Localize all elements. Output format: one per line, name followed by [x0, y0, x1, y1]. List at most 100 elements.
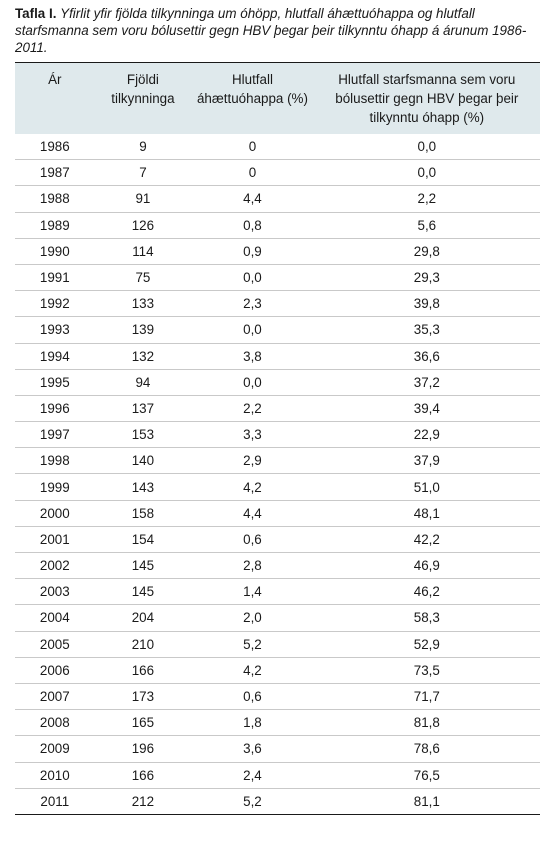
- cell-vaccinated-ratio: 81,8: [313, 709, 540, 736]
- cell-year: 1999: [15, 473, 95, 501]
- cell-vaccinated-ratio: 37,9: [313, 447, 540, 474]
- table-row: 1989 126 0,8 5,6: [15, 211, 540, 239]
- cell-risk-incident-ratio: 0,8: [191, 211, 314, 239]
- table-row: 2007 173 0,6 71,7: [15, 682, 540, 710]
- cell-risk-incident-ratio: 1,4: [191, 578, 314, 605]
- cell-report-count: 7: [94, 159, 192, 186]
- cell-year: 1990: [15, 237, 95, 265]
- cell-year: 2004: [15, 604, 95, 632]
- cell-report-count: 196: [94, 735, 192, 762]
- cell-risk-incident-ratio: 0: [248, 139, 257, 155]
- cell-vaccinated-ratio: 71,7: [313, 682, 540, 710]
- table-row: 1994 132 3,8 36,6: [15, 342, 540, 370]
- cell-report-count: 139: [94, 316, 192, 343]
- cell-report-count: 204: [94, 604, 192, 632]
- cell-year: 2001: [15, 525, 95, 553]
- cell-vaccinated-ratio: 51,0: [313, 473, 540, 501]
- cell-risk-incident-ratio: 3,8: [191, 342, 314, 370]
- cell-year: 1991: [15, 263, 95, 291]
- table-row: 2005 210 5,2 52,9: [15, 630, 540, 658]
- table-row: 1991 75 0,0 29,3: [15, 263, 540, 291]
- cell-year: 2010: [15, 761, 95, 789]
- table-header: Ár Fjöldi tilkynninga Hlutfall áhættuóha…: [15, 62, 540, 134]
- cell-vaccinated-ratio: 48,1: [313, 499, 540, 527]
- table-row: 2008 165 1,8 81,8: [15, 709, 540, 736]
- cell-report-count: 143: [94, 473, 192, 501]
- cell-vaccinated-ratio: 76,5: [313, 761, 540, 789]
- table-row: 1997 153 3,3 22,9: [15, 421, 540, 448]
- cell-risk-incident-ratio: 4,2: [191, 656, 314, 684]
- cell-report-count: 114: [94, 237, 192, 265]
- cell-risk-incident-ratio: 0,6: [191, 682, 314, 710]
- header-report-count: Fjöldi tilkynninga: [94, 62, 192, 134]
- cell-vaccinated-ratio: 0,0: [313, 159, 540, 186]
- cell-year: 2009: [15, 735, 95, 762]
- cell-year: 2007: [15, 682, 95, 710]
- cell-risk-incident-ratio: 0,9: [191, 237, 314, 265]
- cell-vaccinated-ratio: 73,5: [313, 656, 540, 684]
- cell-year: 1998: [15, 447, 95, 474]
- cell-report-count: 153: [94, 421, 192, 448]
- cell-year: 2005: [15, 630, 95, 658]
- table-row: 1986 9 0 0,0: [15, 134, 540, 160]
- cell-report-count: 166: [94, 761, 192, 789]
- table-row: 2011 212 5,2 81,1: [15, 787, 540, 815]
- cell-report-count: 158: [94, 499, 192, 527]
- cell-year: 1992: [15, 290, 95, 317]
- cell-vaccinated-ratio: 29,3: [313, 263, 540, 291]
- cell-report-count: 166: [94, 656, 192, 684]
- caption-label: Tafla I.: [15, 6, 57, 21]
- cell-risk-incident-ratio: 5,2: [191, 630, 314, 658]
- cell-risk-incident-ratio: 4,2: [191, 473, 314, 501]
- table-row: 2009 196 3,6 78,6: [15, 735, 540, 762]
- header-vaccinated-ratio: Hlutfall starfsmanna sem voru bólusettir…: [313, 62, 540, 134]
- cell-year: 2000: [15, 499, 95, 527]
- table-row: 1993 139 0,0 35,3: [15, 316, 540, 343]
- table-row: 1998 140 2,9 37,9: [15, 447, 540, 474]
- cell-risk-incident-ratio: 4,4: [191, 499, 314, 527]
- cell-vaccinated-ratio: 39,4: [313, 394, 540, 422]
- cell-report-count: 133: [94, 290, 192, 317]
- cell-risk-incident-ratio: 2,8: [191, 551, 314, 579]
- cell-vaccinated-ratio: 81,1: [313, 787, 540, 815]
- table-caption: Tafla I. Yfirlit yfir fjölda tilkynninga…: [15, 5, 540, 56]
- cell-risk-incident-ratio: 1,8: [191, 709, 314, 736]
- cell-report-count: 132: [94, 342, 192, 370]
- cell-report-count: 140: [94, 447, 192, 474]
- cell-report-count: 154: [94, 525, 192, 553]
- cell-vaccinated-ratio: 36,6: [313, 342, 540, 370]
- cell-risk-incident-ratio: 2,0: [191, 604, 314, 632]
- cell-risk-incident-ratio: 4,4: [191, 185, 314, 213]
- cell-report-count: 145: [94, 551, 192, 579]
- cell-risk-incident-ratio: 0,6: [191, 525, 314, 553]
- cell-year: 1997: [15, 421, 95, 448]
- cell-risk-incident-ratio: 2,9: [191, 447, 314, 474]
- cell-vaccinated-ratio: 42,2: [313, 525, 540, 553]
- cell-risk-incident-ratio: 0,0: [191, 368, 314, 396]
- header-row: Ár Fjöldi tilkynninga Hlutfall áhættuóha…: [15, 62, 540, 134]
- cell-risk-incident-ratio: 2,4: [191, 761, 314, 789]
- cell-vaccinated-ratio: 39,8: [313, 290, 540, 317]
- cell-risk-incident-ratio: 2,2: [191, 394, 314, 422]
- table-row: 2002 145 2,8 46,9: [15, 551, 540, 579]
- cell-vaccinated-ratio: 0,0: [417, 139, 437, 155]
- cell-report-count: 145: [94, 578, 192, 605]
- cell-risk-incident-ratio: 3,3: [191, 421, 314, 448]
- cell-vaccinated-ratio: 46,2: [313, 578, 540, 605]
- cell-risk-incident-ratio: 3,6: [191, 735, 314, 762]
- table-row: 1996 137 2,2 39,4: [15, 394, 540, 422]
- table-row: 1999 143 4,2 51,0: [15, 473, 540, 501]
- cell-risk-incident-ratio: 0: [191, 159, 314, 186]
- cell-year: 2003: [15, 578, 95, 605]
- table-row: 1988 91 4,4 2,2: [15, 185, 540, 213]
- caption-text: Yfirlit yfir fjölda tilkynninga um óhöpp…: [15, 6, 527, 55]
- table-body: 1986 9 0 0,0 1987 7 0 0,0 1988 91 4,4 2,2 1989 126 0,8…: [15, 134, 540, 815]
- cell-risk-incident-ratio: 2,3: [191, 290, 314, 317]
- cell-year: 1995: [15, 368, 95, 396]
- cell-report-count: 137: [94, 394, 192, 422]
- cell-year: 2011: [15, 787, 95, 815]
- cell-vaccinated-ratio: 5,6: [313, 211, 540, 239]
- cell-report-count: 126: [94, 211, 192, 239]
- cell-year: 1986: [39, 139, 70, 155]
- table-row: 2001 154 0,6 42,2: [15, 525, 540, 553]
